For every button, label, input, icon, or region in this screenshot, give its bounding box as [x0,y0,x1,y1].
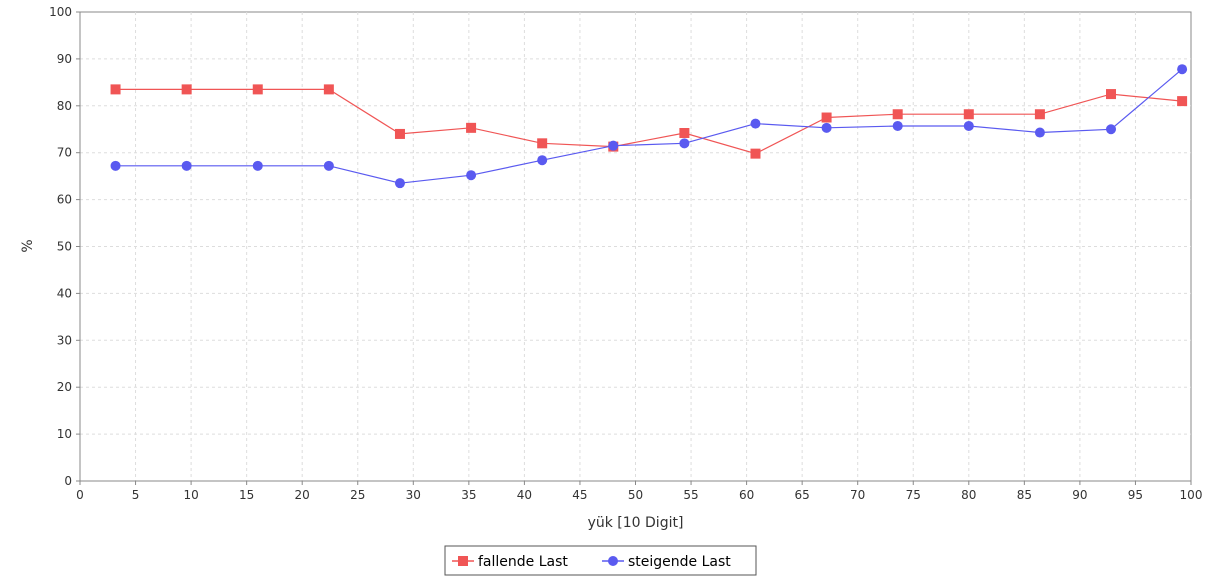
data-point-square [963,109,974,120]
data-point-circle [679,138,690,149]
data-point-circle [963,120,974,131]
y-tick-label: 70 [57,146,72,160]
data-point-square [466,122,477,133]
y-tick-label: 60 [57,193,72,207]
y-tick-label: 0 [64,474,72,488]
x-tick-label: 85 [1017,488,1032,502]
x-tick-label: 80 [961,488,976,502]
data-point-circle [181,160,192,171]
legend-item-1: steigende Last [602,554,731,570]
series-1 [110,64,1188,189]
data-point-square [252,84,263,95]
x-tick-label: 65 [795,488,810,502]
x-tick-label: 45 [572,488,587,502]
x-tick-label: 15 [239,488,254,502]
data-point-circle [892,120,903,131]
data-point-circle [1106,124,1117,135]
legend-item-0: fallende Last [452,554,568,570]
x-tick-label: 50 [628,488,643,502]
x-tick-label: 30 [406,488,421,502]
x-tick-label: 35 [461,488,476,502]
series-0 [110,84,1188,159]
series-line [115,88,1183,155]
y-tick-label: 90 [57,52,72,66]
x-tick-label: 25 [350,488,365,502]
x-tick-label: 20 [295,488,310,502]
data-point-circle [750,118,761,129]
data-point-circle [252,160,263,171]
x-tick-label: 90 [1072,488,1087,502]
y-tick-label: 40 [57,286,72,300]
x-tick-label: 70 [850,488,865,502]
x-tick-label: 10 [183,488,198,502]
y-axis-title: % [20,239,36,252]
x-tick-label: 100 [1180,488,1203,502]
x-tick-label: 75 [906,488,921,502]
data-point-square [458,556,468,566]
data-point-circle [1177,64,1188,75]
series-line [115,68,1183,184]
grid-layer [80,12,1191,481]
data-point-square [750,148,761,159]
data-point-square [1177,96,1188,107]
data-point-circle [323,160,334,171]
x-tick-label: 40 [517,488,532,502]
x-tick-label: 55 [683,488,698,502]
data-point-circle [608,556,618,566]
legend-items: fallende Last steigende Last [452,554,731,570]
data-point-circle [608,140,619,151]
data-point-square [892,109,903,120]
x-axis-title: yük [10 Digit] [588,515,684,531]
legend-label: fallende Last [478,554,568,570]
data-point-circle [394,178,405,189]
data-point-circle [1034,127,1045,138]
x-tick-label: 5 [132,488,140,502]
data-point-square [1034,109,1045,120]
data-point-square [181,84,192,95]
data-point-circle [466,170,477,181]
data-point-circle [110,160,121,171]
axis-layer: 0 5 10 15 20 25 30 35 40 45 50 55 60 65 70 75 80 85 90 95 10… [49,5,1202,502]
legend: fallende Last steigende Last [444,545,757,576]
data-point-square [537,138,548,149]
x-tick-label: 60 [739,488,754,502]
data-point-circle [537,155,548,166]
y-tick-label: 10 [57,427,72,441]
data-point-square [394,128,405,139]
y-tick-label: 80 [57,99,72,113]
x-tick-label: 0 [76,488,84,502]
y-tick-label: 30 [57,333,72,347]
data-point-square [110,84,121,95]
y-tick-label: 100 [49,5,72,19]
data-point-square [1106,89,1117,100]
y-tick-label: 50 [57,240,72,254]
data-point-square [679,128,690,139]
x-tick-label: 95 [1128,488,1143,502]
y-tick-label: 20 [57,380,72,394]
data-point-square [821,112,832,123]
legend-label: steigende Last [628,554,731,570]
data-point-circle [821,122,832,133]
data-point-square [323,84,334,95]
legend-box [444,545,757,576]
series-layer [110,64,1188,189]
